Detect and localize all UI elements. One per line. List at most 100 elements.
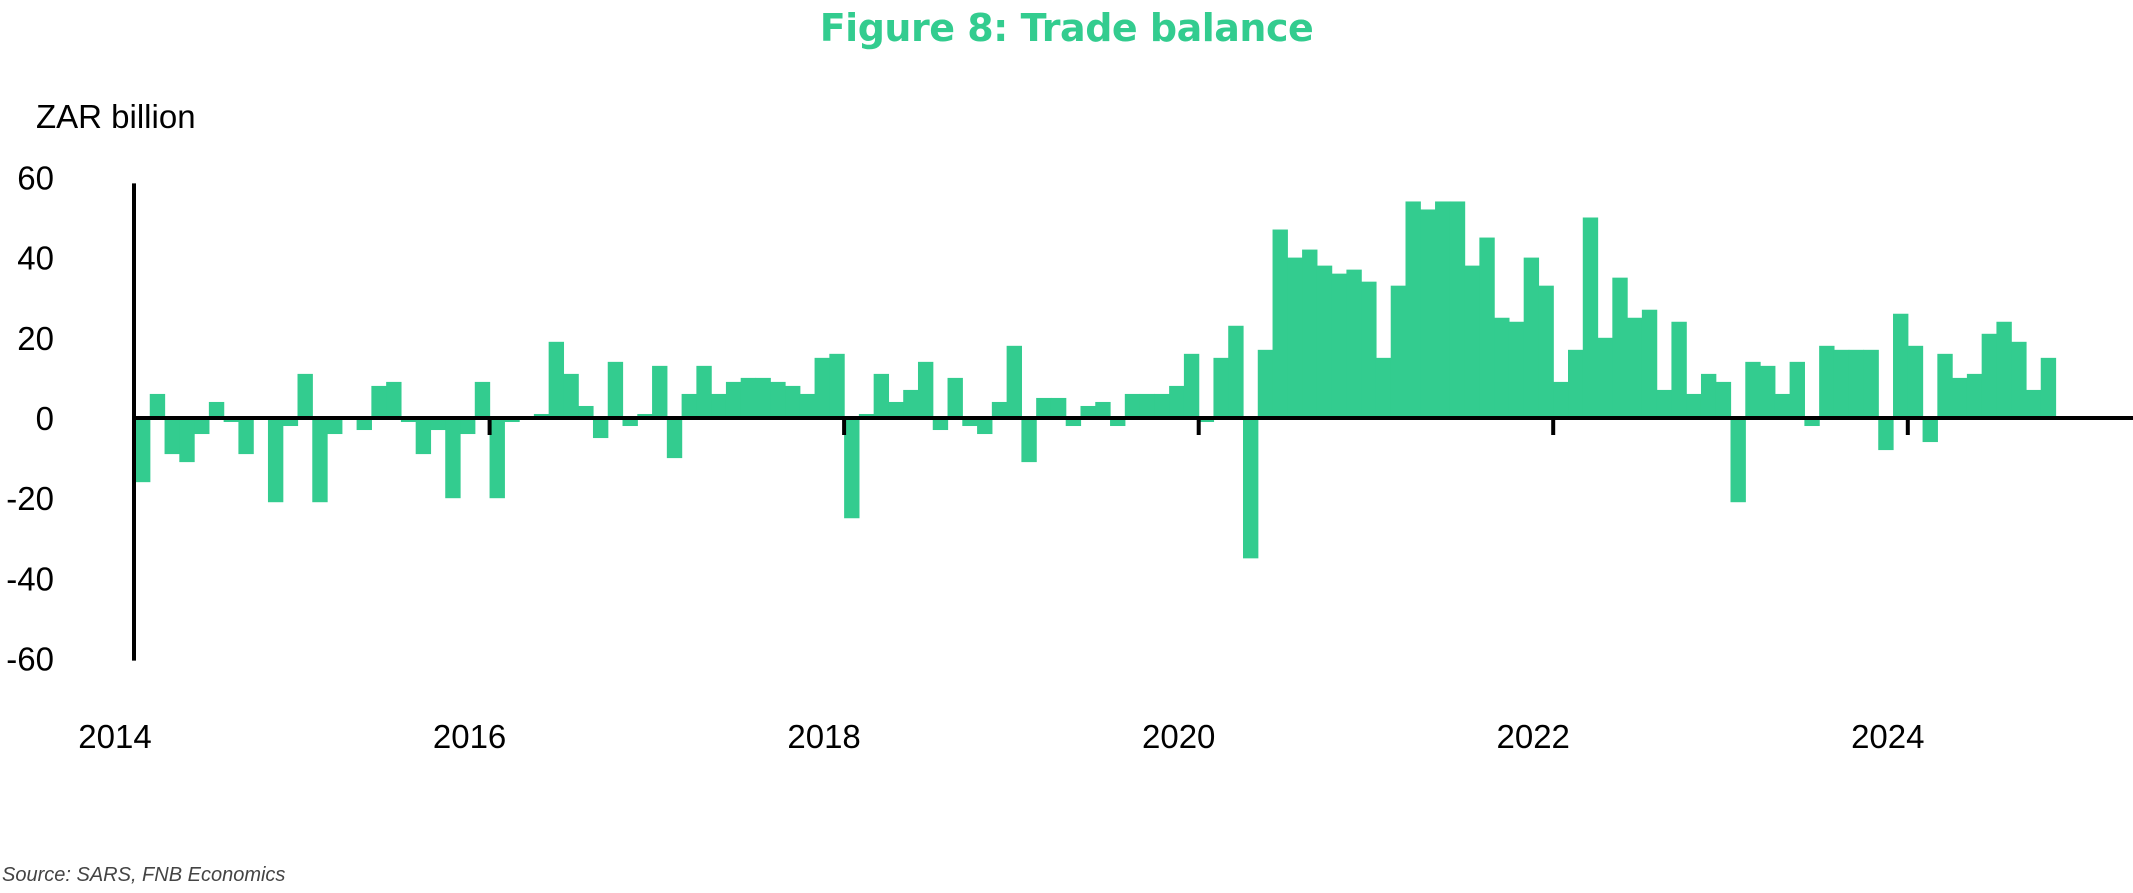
bar xyxy=(356,418,372,431)
bar xyxy=(267,418,284,503)
bar xyxy=(312,418,328,503)
bar xyxy=(1612,277,1628,418)
bar xyxy=(1154,393,1170,418)
bar xyxy=(1302,249,1318,418)
bar xyxy=(179,418,195,463)
bar xyxy=(1198,418,1215,423)
bar xyxy=(1568,349,1584,418)
bar xyxy=(1819,345,1835,418)
bar xyxy=(563,373,579,418)
bar xyxy=(1494,317,1510,418)
bar xyxy=(991,401,1008,418)
bar xyxy=(445,418,461,499)
bar xyxy=(755,377,771,418)
bar xyxy=(297,373,313,418)
bar xyxy=(1922,418,1938,443)
bar xyxy=(1582,217,1599,418)
bar xyxy=(652,365,668,418)
bar xyxy=(1553,381,1569,418)
x-tick-label: 2014 xyxy=(78,718,151,755)
bar xyxy=(977,418,993,435)
bar xyxy=(2011,341,2027,418)
bar xyxy=(1937,353,1953,418)
bar xyxy=(1656,389,1673,418)
bar xyxy=(533,413,550,418)
x-tick-label: 2024 xyxy=(1851,718,1924,755)
bar xyxy=(696,365,712,418)
bar xyxy=(386,381,402,418)
bar xyxy=(1745,361,1761,418)
bar xyxy=(1700,373,1717,418)
bar xyxy=(400,418,417,423)
bar xyxy=(1257,349,1274,418)
bar xyxy=(1169,385,1185,418)
y-tick-label: -40 xyxy=(6,560,54,597)
bar xyxy=(1243,418,1259,559)
bar xyxy=(1036,397,1052,418)
bar xyxy=(578,405,594,418)
x-tick-label: 2016 xyxy=(433,718,506,755)
bar xyxy=(607,361,624,418)
bar xyxy=(666,418,683,459)
bar xyxy=(1124,393,1141,418)
bar xyxy=(799,393,816,418)
bar xyxy=(223,418,240,423)
bars-group xyxy=(135,201,2057,559)
bar xyxy=(814,357,830,418)
bar xyxy=(1863,349,1879,418)
tick-labels-group: 60 40 20 0 -20 -40 -60 2014 2016 2018 2020 2022 2024 xyxy=(6,159,1924,755)
bar xyxy=(1420,209,1436,418)
bar xyxy=(2040,357,2057,418)
bar xyxy=(1671,321,1687,418)
bar xyxy=(1361,281,1377,418)
bar xyxy=(1715,381,1732,418)
y-axis-unit-label: ZAR billion xyxy=(36,98,196,135)
y-tick-label: 40 xyxy=(17,240,54,277)
bar xyxy=(1065,418,1082,427)
bar xyxy=(1449,201,1466,418)
bar xyxy=(903,389,919,418)
bar xyxy=(637,413,653,418)
axes-group xyxy=(132,183,2133,661)
bar xyxy=(725,381,742,418)
bar xyxy=(282,418,299,427)
bar xyxy=(1641,309,1658,418)
bar xyxy=(1390,285,1407,418)
bar xyxy=(1095,401,1111,418)
bar xyxy=(1523,257,1540,418)
x-tick-label: 2022 xyxy=(1496,718,1569,755)
bar xyxy=(1789,361,1805,418)
bar xyxy=(740,377,757,418)
bar xyxy=(770,381,786,418)
bar xyxy=(415,418,432,455)
bar xyxy=(932,418,949,431)
bar xyxy=(1760,365,1776,418)
bar xyxy=(785,385,801,418)
bar xyxy=(1686,393,1702,418)
bar xyxy=(1316,265,1333,418)
bar xyxy=(1479,237,1495,418)
bar xyxy=(622,418,638,427)
bar xyxy=(1907,345,1924,418)
bar xyxy=(1346,269,1362,418)
chart-title: Figure 8: Trade balance xyxy=(819,6,1314,50)
bar xyxy=(474,381,491,418)
bar xyxy=(327,418,343,435)
bar xyxy=(164,418,180,455)
bar xyxy=(947,377,963,418)
bar xyxy=(592,418,609,439)
bar xyxy=(917,361,934,418)
bar xyxy=(1375,357,1392,418)
bar xyxy=(208,401,225,418)
bar xyxy=(1287,257,1303,418)
bar xyxy=(1272,229,1288,418)
bar xyxy=(1508,321,1525,418)
bar xyxy=(460,418,476,435)
bar xyxy=(888,401,904,418)
bar xyxy=(873,373,890,418)
bar xyxy=(1331,273,1347,418)
bar xyxy=(1228,325,1244,418)
bar xyxy=(1213,357,1229,418)
y-tick-label: -20 xyxy=(6,480,54,517)
